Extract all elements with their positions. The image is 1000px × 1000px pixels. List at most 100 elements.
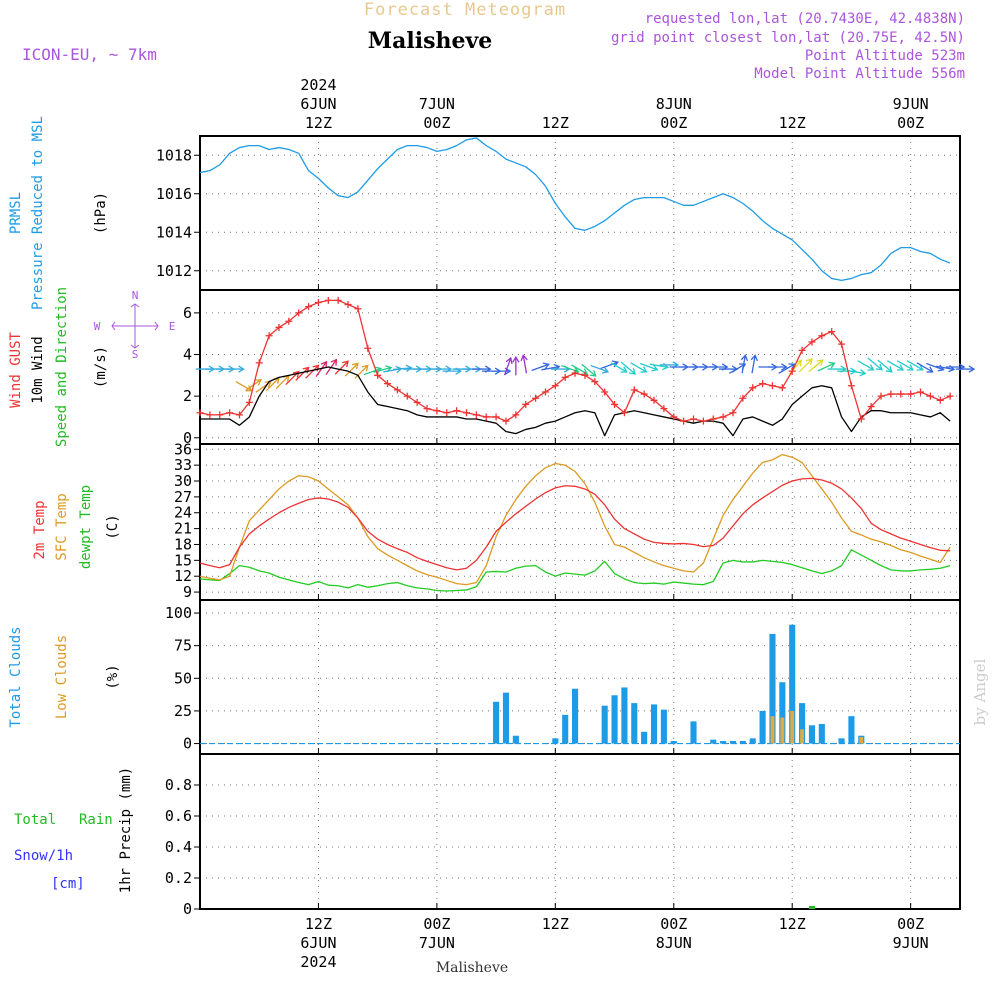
wind-arrow-head	[581, 368, 589, 375]
total-clouds-bar	[818, 723, 825, 744]
wind-arrow-head	[405, 364, 413, 372]
wind-arrow-shaft	[778, 363, 795, 374]
wind-arrow-shaft	[817, 362, 835, 372]
y-tick-label: 0.2	[165, 869, 192, 887]
wind-gust-point	[482, 413, 490, 421]
total-clouds-bar	[739, 740, 746, 744]
wind-direction-arrow	[630, 362, 648, 373]
y-tick-label: 25	[174, 702, 192, 720]
sfc-temp-line	[199, 453, 951, 586]
wind-direction-arrow	[768, 363, 788, 371]
y-tick-label: 2	[183, 387, 192, 405]
wind-arrow-shaft	[393, 367, 412, 371]
model-point-altitude: Model Point Altitude 556m	[754, 66, 965, 82]
precip-snow-label: Snow/1h	[14, 848, 73, 864]
wind-direction-arrow	[610, 362, 628, 373]
wind-direction-arrow	[620, 361, 637, 375]
wind-gust-point	[670, 413, 678, 421]
wind-arrow-head	[740, 354, 749, 362]
wind-gust-point	[660, 405, 668, 413]
wind-direction-arrow	[503, 356, 513, 376]
top-time-label: 00Z	[423, 114, 450, 132]
wind-arrow-head	[897, 364, 905, 371]
wind-arrow-shaft	[354, 364, 369, 379]
wind-arrow-head	[968, 365, 976, 373]
wind-gust-point	[620, 409, 628, 417]
wind-arrow-shaft	[334, 360, 349, 375]
wind-gust-line	[199, 299, 951, 422]
wind-direction-arrow	[798, 358, 813, 373]
wind-gust-point	[235, 411, 243, 419]
bottom-time-label: 2024	[300, 953, 336, 971]
wind-arrow-shaft	[295, 367, 310, 381]
total-clouds-bar	[789, 624, 796, 744]
wind-arrow-head	[906, 364, 914, 371]
wind-arrow-shaft	[639, 362, 658, 371]
wind-arrow-head	[512, 355, 520, 363]
wind-arrow-head	[885, 365, 893, 373]
wind-gust-point	[462, 409, 470, 417]
wind-gust-point	[749, 384, 757, 392]
temp-2m-line	[199, 477, 951, 571]
top-time-label: 00Z	[660, 114, 687, 132]
wind-gust-point	[541, 388, 549, 396]
wind-arrow-shaft	[808, 359, 824, 373]
wind-direction-arrow	[315, 360, 328, 378]
top-time-label: 12Z	[542, 114, 569, 132]
total-clouds-bar	[641, 731, 648, 744]
total-clouds-bar	[502, 692, 510, 744]
wind-gust-point	[571, 369, 579, 377]
total-clouds-bar	[601, 705, 608, 744]
y-tick-label: 0	[183, 429, 192, 447]
temp-axis-unit: (C)	[105, 514, 121, 539]
total-clouds-bar	[690, 721, 697, 744]
total-clouds-bar	[631, 703, 638, 744]
wind-direction-arrow	[955, 365, 976, 373]
wind-gust-point	[828, 328, 836, 336]
wind-arrow-head	[629, 368, 637, 375]
wind-arrow-shaft	[581, 363, 597, 377]
wind-arrow-head	[859, 369, 867, 377]
y-tick-label: 30	[174, 472, 192, 490]
wind-arrow-head	[620, 366, 628, 373]
wind-arrow-shaft	[741, 355, 746, 374]
y-tick-label: 24	[174, 504, 192, 522]
dewpoint-label: dewpt Temp	[78, 485, 94, 569]
wind-direction-arrow	[886, 360, 905, 371]
wind-gust-point	[206, 411, 214, 419]
wind-arrow-head	[254, 379, 262, 386]
wind-gust-point	[255, 359, 263, 367]
wind-gust-point	[275, 323, 283, 331]
watermark: by Angel	[971, 658, 989, 725]
wind-gust-point	[808, 338, 816, 346]
wind-gust-point	[917, 388, 925, 396]
wind-arrow-shaft	[344, 362, 359, 377]
bottom-time-label: 12Z	[542, 915, 569, 933]
wind-direction-arrow	[581, 363, 597, 377]
wind-arrow-shaft	[798, 358, 813, 373]
wind-arrow-shaft	[610, 362, 627, 373]
wind-arrow-shaft	[315, 361, 328, 378]
pressure-label-prmsl: PRMSL	[8, 192, 24, 234]
wind-direction-arrow	[740, 354, 749, 374]
precip-axis-label: 1hr Precip (mm)	[118, 767, 134, 893]
wind-gust-point	[926, 392, 934, 400]
wind-direction-arrow	[512, 355, 520, 376]
top-time-label: 2024	[300, 76, 336, 94]
wind-direction-arrow	[808, 359, 824, 373]
wind-arrow-head	[850, 367, 857, 375]
wind-gust-point	[324, 296, 332, 304]
wind-gust-point	[305, 303, 313, 311]
wind-direction-arrow	[334, 360, 349, 375]
wind-direction-arrow	[225, 365, 245, 373]
wind-direction-arrow	[750, 354, 758, 374]
y-tick-label: 6	[183, 304, 192, 322]
wind-gust-point	[492, 413, 500, 421]
wind-direction-arrow	[817, 361, 836, 372]
wind-gust-point	[601, 388, 609, 396]
wind-arrow-shaft	[590, 364, 609, 373]
pressure-label-msl: Pressure Reduced to MSL	[30, 116, 46, 310]
wind-gust-point	[196, 409, 204, 417]
wind-arrow-shaft	[541, 366, 560, 371]
wind-gust-point	[403, 392, 411, 400]
